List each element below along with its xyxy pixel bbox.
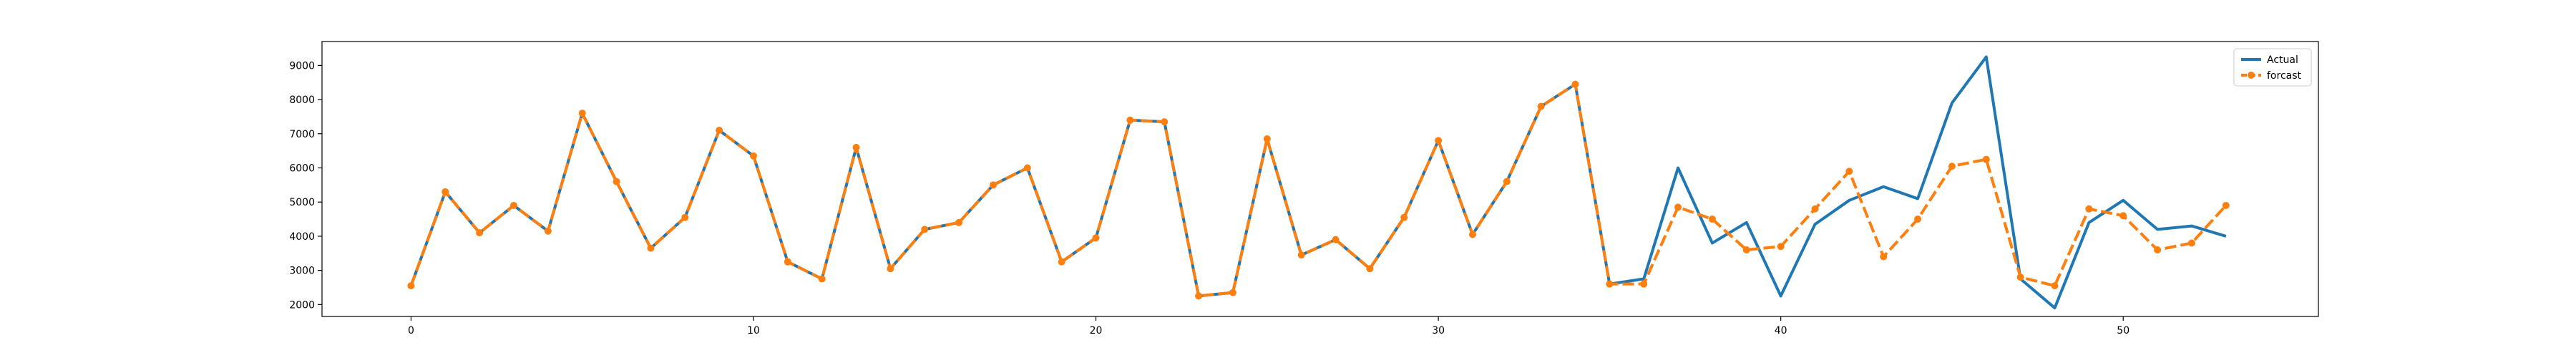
data-point-forcast <box>1435 137 1443 145</box>
data-point-forcast <box>2119 212 2127 220</box>
data-point-forcast <box>681 213 689 221</box>
data-point-forcast <box>1023 164 1031 172</box>
data-point-forcast <box>1742 246 1750 253</box>
x-tick-label: 50 <box>2117 325 2129 337</box>
data-point-forcast <box>544 227 552 235</box>
data-point-forcast <box>1229 289 1236 296</box>
axis-ticks: 0 10 20 30 40 50 2000 3000 4000 5000 6000 7000 8000 9… <box>289 60 2129 337</box>
data-point-forcast <box>2187 239 2195 247</box>
legend-label-actual: Actual <box>2267 54 2298 66</box>
data-point-forcast <box>1640 280 1648 288</box>
data-point-forcast <box>1982 155 1990 163</box>
data-point-forcast <box>1263 135 1271 142</box>
data-point-forcast <box>441 188 449 195</box>
data-point-forcast <box>1468 231 1476 238</box>
data-point-forcast <box>1161 118 1169 126</box>
data-point-forcast <box>1126 116 1134 124</box>
data-point-forcast <box>784 258 791 266</box>
x-tick-label: 10 <box>747 325 760 337</box>
data-point-forcast <box>1297 251 1305 259</box>
x-tick-label: 30 <box>1432 325 1445 337</box>
series-layer <box>407 55 2230 310</box>
data-point-forcast <box>1777 243 1785 251</box>
x-tick-label: 40 <box>1775 325 1787 337</box>
data-point-forcast <box>2222 201 2230 209</box>
data-point-forcast <box>578 110 586 117</box>
x-tick-label: 0 <box>408 325 414 337</box>
y-tick-label: 3000 <box>289 266 315 277</box>
data-point-forcast <box>2085 205 2093 213</box>
data-point-forcast <box>1195 292 1203 300</box>
data-point-forcast <box>1537 102 1545 110</box>
y-tick-label: 2000 <box>289 299 315 311</box>
y-tick-label: 7000 <box>289 129 315 140</box>
data-point-forcast <box>1503 178 1511 185</box>
plot-frame-layer <box>321 41 2319 317</box>
data-point-forcast <box>1708 216 1716 223</box>
data-point-forcast <box>2154 246 2162 253</box>
data-point-forcast <box>2051 282 2059 290</box>
series-actual <box>409 55 2227 310</box>
legend-label-forcast: forcast <box>2267 70 2302 82</box>
data-point-forcast <box>955 218 963 226</box>
data-point-forcast <box>1811 205 1819 213</box>
data-point-forcast <box>647 244 655 252</box>
y-tick-label: 8000 <box>289 95 315 106</box>
data-point-forcast <box>989 181 997 189</box>
data-point-forcast <box>921 226 929 233</box>
data-point-forcast <box>509 201 517 209</box>
y-tick-label: 5000 <box>289 197 315 208</box>
data-point-forcast <box>1092 234 1100 242</box>
data-point-forcast <box>476 229 484 237</box>
data-point-forcast <box>407 282 415 290</box>
y-tick-label: 6000 <box>289 163 315 174</box>
data-point-forcast <box>887 265 894 273</box>
data-point-forcast <box>1845 168 1853 175</box>
y-tick-label: 9000 <box>289 60 315 72</box>
data-point-forcast <box>613 178 620 185</box>
y-tick-label: 4000 <box>289 231 315 243</box>
x-tick-label: 20 <box>1090 325 1103 337</box>
data-point-forcast <box>1571 80 1579 88</box>
legend-marker-forcast <box>2248 72 2255 79</box>
data-point-forcast <box>716 127 723 135</box>
data-point-forcast <box>749 152 757 160</box>
data-point-forcast <box>2016 274 2024 281</box>
data-point-forcast <box>1606 280 1614 288</box>
series-line-forcast <box>409 82 2228 298</box>
data-point-forcast <box>1948 163 1956 170</box>
data-point-forcast <box>1332 236 1340 243</box>
data-point-forcast <box>1914 216 1922 223</box>
series-forcast <box>407 80 2230 300</box>
data-point-forcast <box>1880 253 1888 261</box>
series-line-actual <box>409 55 2227 310</box>
plot-area-frame <box>321 41 2319 317</box>
data-point-forcast <box>1674 203 1682 211</box>
data-point-forcast <box>1058 258 1065 266</box>
data-point-forcast <box>1400 213 1408 221</box>
data-point-forcast <box>852 143 860 151</box>
legend: Actual forcast <box>2233 48 2312 87</box>
data-point-forcast <box>1366 265 1374 273</box>
data-point-forcast <box>818 275 826 283</box>
